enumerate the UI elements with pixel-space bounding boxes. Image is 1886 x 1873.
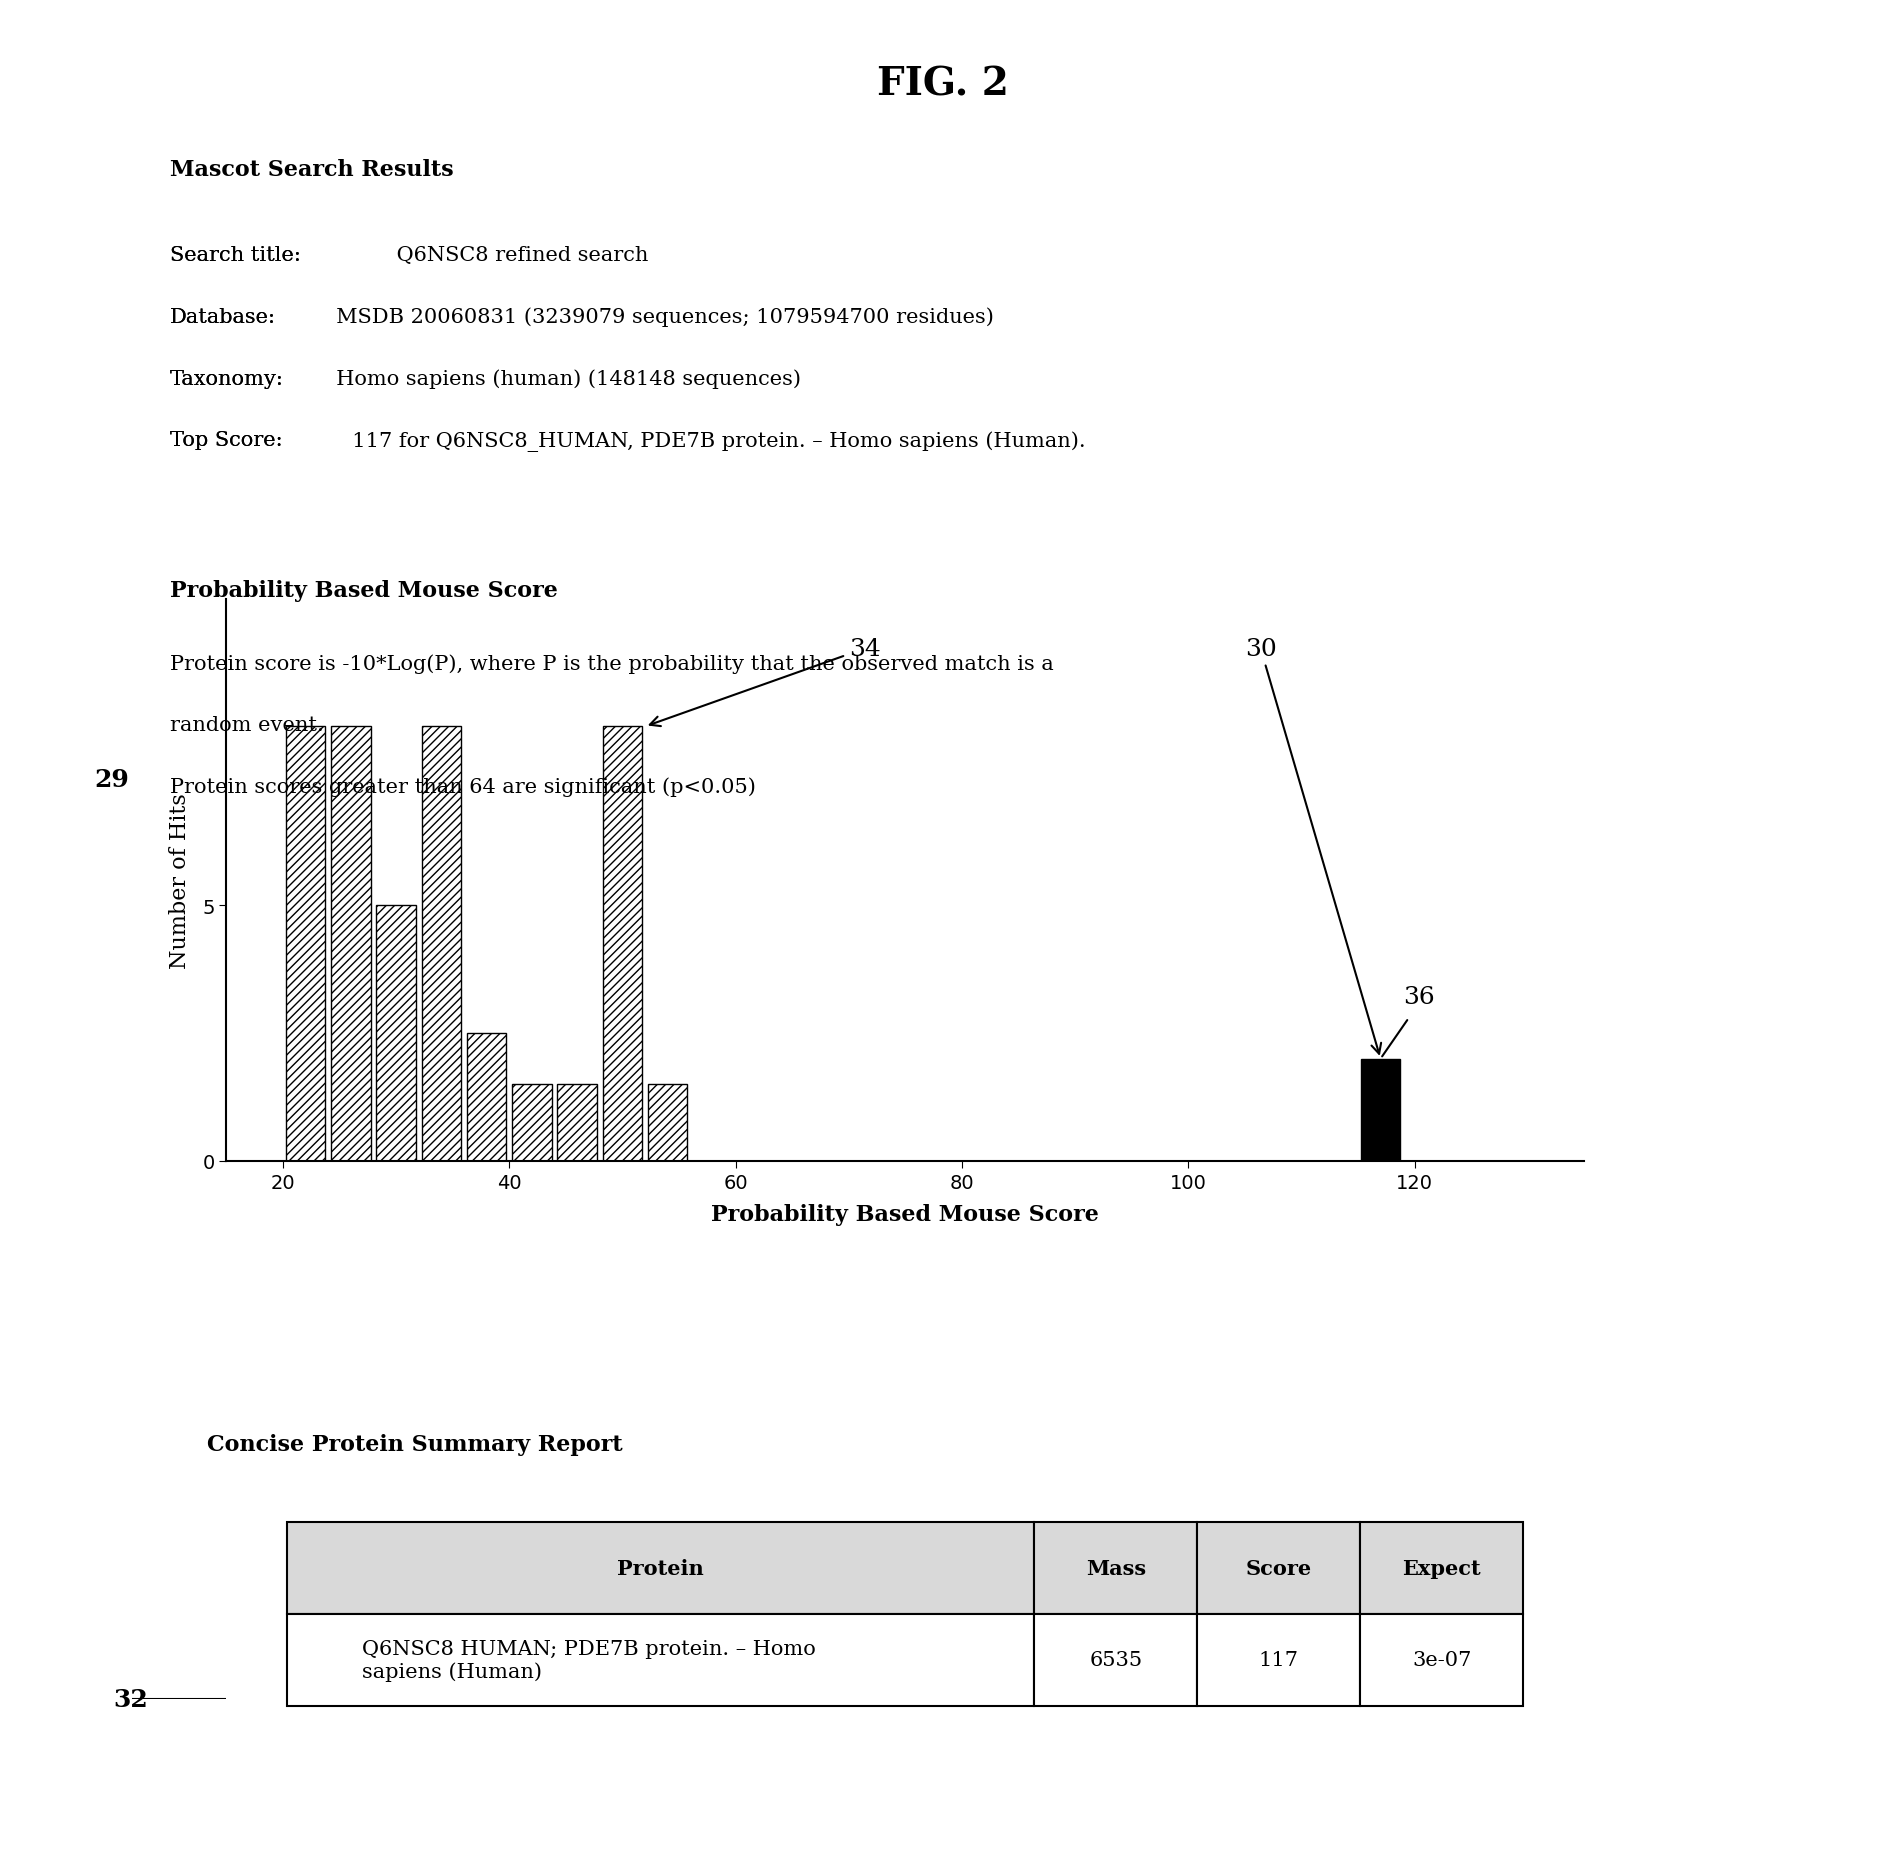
Text: Protein scores greater than 64 are significant (p<0.05): Protein scores greater than 64 are signi… [170,777,756,796]
Bar [558,1084,596,1161]
Text: 117 for Q6NSC8_HUMAN, PDE7B protein. – Homo sapiens (Human).: 117 for Q6NSC8_HUMAN, PDE7B protein. – H… [339,431,1086,451]
Y-axis label: Number of Hits: Number of Hits [170,792,190,968]
Text: Top Score:: Top Score: [170,431,283,450]
Text: Database:: Database: [170,307,275,326]
Text: MSDB 20060831 (3239079 sequences; 1079594700 residues): MSDB 20060831 (3239079 sequences; 107959… [323,307,994,328]
Bar [1362,1058,1399,1161]
Text: Homo sapiens (human) (148148 sequences): Homo sapiens (human) (148148 sequences) [323,369,800,390]
Text: Taxonomy:: Taxonomy: [170,369,283,388]
Text: 30: 30 [1245,637,1381,1054]
Bar [422,727,462,1161]
Bar [468,1034,505,1161]
Text: Search title:: Search title: [170,245,300,264]
Text: random event.: random event. [170,715,324,734]
Text: 36: 36 [1403,985,1435,1008]
Bar [604,727,641,1161]
Text: Concise Protein Summary Report: Concise Protein Summary Report [207,1433,622,1455]
Text: 34: 34 [651,637,881,727]
Text: Top Score:: Top Score: [170,431,283,450]
Text: Search title:: Search title: [170,245,300,264]
Text: 32: 32 [113,1688,147,1710]
Text: Q6NSC8 refined search: Q6NSC8 refined search [390,245,649,264]
Text: Protein score is -10*Log(P), where P is the probability that the observed match : Protein score is -10*Log(P), where P is … [170,654,1054,672]
Bar [332,727,370,1161]
Text: Mascot Search Results: Mascot Search Results [170,159,453,182]
Text: 29: 29 [94,768,128,792]
Bar [377,907,417,1161]
Bar [513,1084,553,1161]
Text: Taxonomy:: Taxonomy: [170,369,283,388]
X-axis label: Probability Based Mouse Score: Probability Based Mouse Score [711,1202,1100,1225]
Text: FIG. 2: FIG. 2 [877,66,1009,103]
Text: Database:: Database: [170,307,275,326]
Bar [649,1084,688,1161]
Text: Probability Based Mouse Score: Probability Based Mouse Score [170,579,558,601]
Bar [287,727,326,1161]
